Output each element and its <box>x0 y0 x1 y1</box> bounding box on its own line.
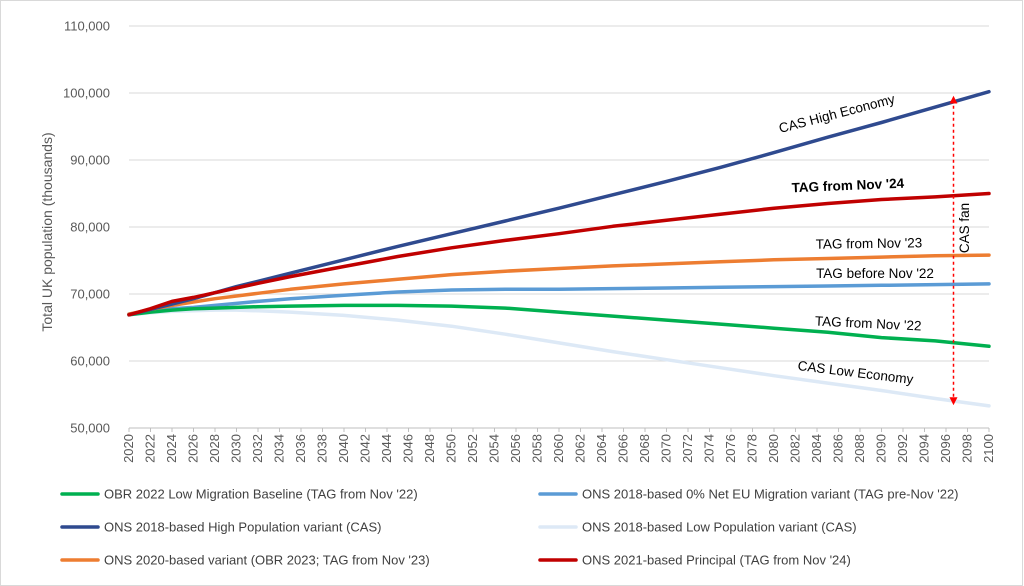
y-tick-label: 50,000 <box>70 421 110 436</box>
x-tick-label: 2072 <box>680 434 695 463</box>
x-tick-label: 2070 <box>659 434 674 463</box>
x-tick-label: 2082 <box>788 434 803 463</box>
series-line-5 <box>127 191 991 317</box>
annotation-tag-nov-22: TAG from Nov '22 <box>815 314 922 334</box>
x-tick-label: 2056 <box>508 434 523 463</box>
y-tick-label: 80,000 <box>70 220 110 235</box>
x-tick-label: 2090 <box>874 434 889 463</box>
legend-label-0: OBR 2022 Low Migration Baseline (TAG fro… <box>104 487 418 502</box>
x-axis-ticks: 2020 2022 2024 2026 2028 2030 2032 2034 2036 2038… <box>121 428 996 463</box>
x-tick-label: 2044 <box>379 434 394 463</box>
legend: OBR 2022 Low Migration Baseline (TAG fro… <box>60 487 959 568</box>
x-tick-label: 2066 <box>616 434 631 463</box>
x-tick-label: 2052 <box>465 434 480 463</box>
x-tick-label: 2076 <box>723 434 738 463</box>
x-tick-label: 2024 <box>164 434 179 463</box>
x-tick-label: 2034 <box>272 434 287 463</box>
annotation-tag-nov-24: TAG from Nov '24 <box>791 176 904 196</box>
x-tick-label: 2078 <box>745 434 760 463</box>
y-tick-label: 60,000 <box>70 354 110 369</box>
x-tick-label: 2058 <box>530 434 545 463</box>
x-tick-label: 2046 <box>401 434 416 463</box>
x-tick-label: 2092 <box>895 434 910 463</box>
x-tick-label: 2080 <box>766 434 781 463</box>
x-tick-label: 2048 <box>422 434 437 463</box>
x-tick-label: 2040 <box>336 434 351 463</box>
x-tick-label: 2032 <box>250 434 265 463</box>
x-tick-label: 2068 <box>637 434 652 463</box>
legend-label-1: ONS 2018-based 0% Net EU Migration varia… <box>582 487 959 502</box>
y-axis-label: Total UK population (thousands) <box>39 132 55 331</box>
series-line-4 <box>127 253 991 316</box>
x-tick-label: 2038 <box>315 434 330 463</box>
x-tick-label: 2074 <box>702 434 717 463</box>
y-tick-label: 100,000 <box>63 86 110 101</box>
series-line-3 <box>127 308 991 408</box>
series-lines <box>127 89 991 408</box>
annotation-tag-nov-23: TAG from Nov '23 <box>816 235 923 251</box>
y-tick-label: 70,000 <box>70 287 110 302</box>
gridlines <box>129 25 989 429</box>
legend-label-5: ONS 2021-based Principal (TAG from Nov '… <box>582 553 851 568</box>
y-tick-label: 90,000 <box>70 153 110 168</box>
series-line-0 <box>127 303 991 349</box>
x-tick-label: 2020 <box>121 434 136 463</box>
x-tick-label: 2094 <box>917 434 932 463</box>
x-tick-label: 2022 <box>143 434 158 463</box>
x-tick-label: 2026 <box>186 434 201 463</box>
x-tick-label: 2064 <box>594 434 609 463</box>
x-tick-label: 2042 <box>358 434 373 463</box>
x-tick-label: 2088 <box>852 434 867 463</box>
x-tick-label: 2060 <box>551 434 566 463</box>
x-tick-label: 2100 <box>981 434 996 463</box>
x-tick-label: 2030 <box>229 434 244 463</box>
x-tick-label: 2084 <box>809 434 824 463</box>
x-tick-label: 2028 <box>207 434 222 463</box>
x-tick-label: 2050 <box>444 434 459 463</box>
legend-label-3: ONS 2018-based Low Population variant (C… <box>582 520 857 535</box>
annotation-cas-fan: CAS fan <box>957 203 972 253</box>
x-tick-label: 2036 <box>293 434 308 463</box>
legend-label-4: ONS 2020-based variant (OBR 2023; TAG fr… <box>104 553 430 568</box>
x-tick-label: 2086 <box>831 434 846 463</box>
series-line-1 <box>127 282 991 316</box>
x-tick-label: 2098 <box>960 434 975 463</box>
y-axis-ticks: 50,000 60,000 70,000 80,000 90,000 100,000 110… <box>63 19 110 436</box>
annotation-tag-before-nov-22: TAG before Nov '22 <box>816 266 934 281</box>
legend-label-2: ONS 2018-based High Population variant (… <box>104 520 381 535</box>
x-tick-label: 2062 <box>573 434 588 463</box>
x-tick-label: 2096 <box>938 434 953 463</box>
x-tick-label: 2054 <box>487 434 502 463</box>
y-tick-label: 110,000 <box>64 19 110 34</box>
